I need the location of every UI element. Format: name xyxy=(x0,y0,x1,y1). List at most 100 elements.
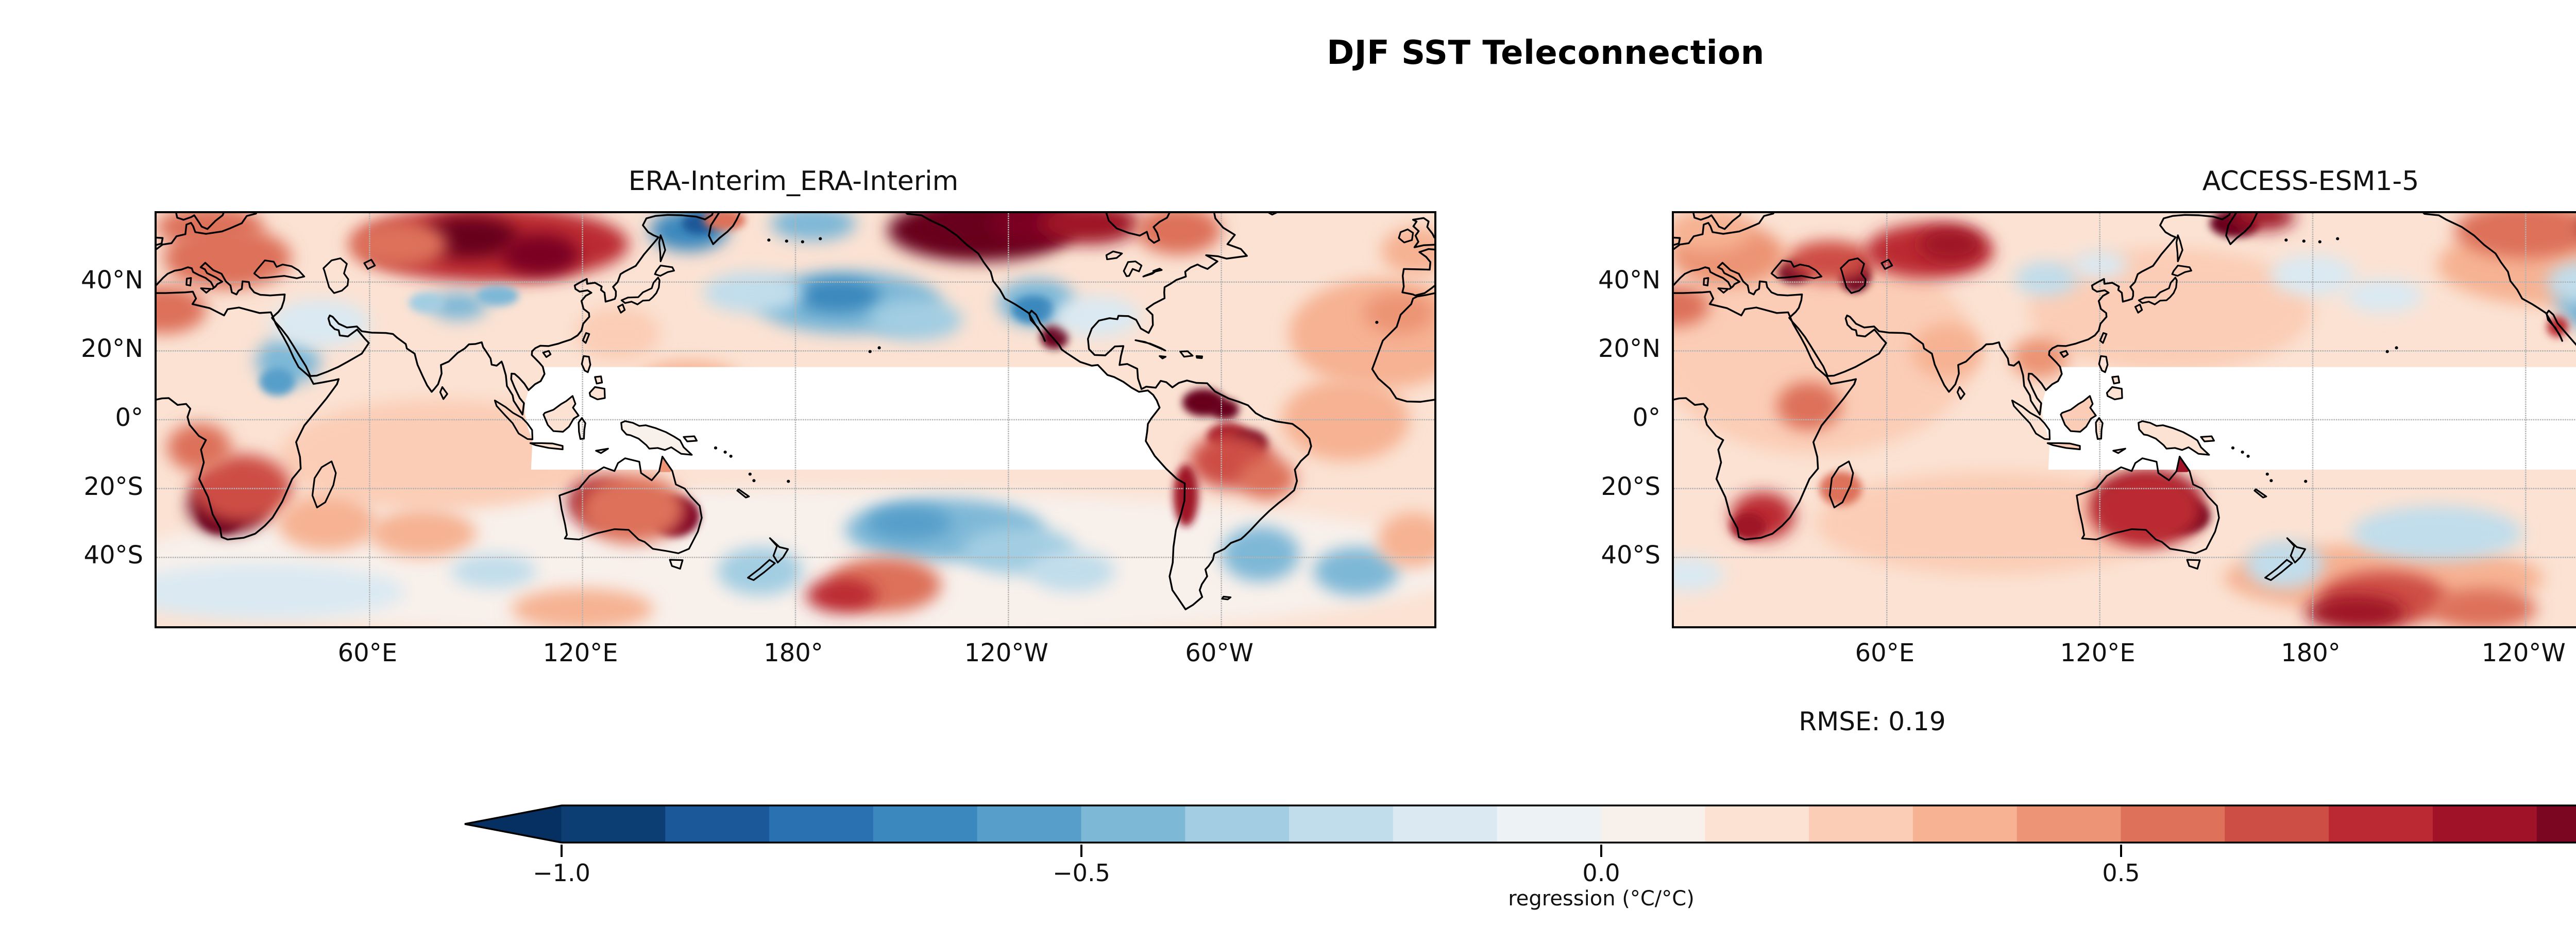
island-dot xyxy=(2246,454,2250,458)
island-dot xyxy=(785,239,788,243)
coastline xyxy=(1372,293,1434,402)
coastline-new_guinea xyxy=(621,421,692,455)
anomaly-blob xyxy=(1012,296,1055,323)
coastline xyxy=(903,213,1311,609)
island-dot xyxy=(877,346,881,350)
coastline-madagascar xyxy=(312,461,335,508)
coastline-aral xyxy=(1882,260,1892,269)
colorbar-segment xyxy=(873,805,978,843)
coastline-newcaledonia xyxy=(2255,489,2266,497)
anomaly-blob xyxy=(476,285,519,306)
colorbar-segment xyxy=(769,805,874,843)
island-dot xyxy=(723,450,727,454)
colorbar-segment xyxy=(1809,805,1913,843)
colorbar-tick xyxy=(2120,845,2122,857)
colorbar-tick xyxy=(1080,845,1082,857)
colorbar-segment xyxy=(1081,805,1186,843)
y-tick-label: 20°N xyxy=(1598,334,1660,364)
coastline xyxy=(157,291,338,539)
colorbar-label: regression (°C/°C) xyxy=(1508,887,1694,911)
island-dot xyxy=(2231,446,2235,450)
coastline-sicily xyxy=(201,288,211,293)
y-tick-label: 0° xyxy=(1632,403,1660,432)
anomaly-blob xyxy=(1381,227,1434,276)
coastline-blacksea xyxy=(1771,261,1821,279)
coastline-visayas xyxy=(2112,376,2120,384)
coastline-visayas xyxy=(595,376,602,384)
x-tick-label: 120°E xyxy=(543,639,618,667)
anomaly-blob xyxy=(1313,547,1399,595)
coastline-taiwan xyxy=(2100,333,2106,343)
anomaly-blob xyxy=(1731,512,1767,540)
anomaly-blob xyxy=(923,213,1009,245)
anomaly-blob xyxy=(369,509,476,558)
anomaly-blob xyxy=(1776,382,1841,431)
coastline-cuba xyxy=(1136,340,1165,351)
anomaly-blob xyxy=(1029,550,1115,592)
coastline xyxy=(1674,213,1775,249)
anomaly-blob xyxy=(1040,213,1140,245)
colorbar-segment xyxy=(2016,805,2122,843)
colorbar-segment xyxy=(1601,805,1706,843)
colorbar-segment xyxy=(665,805,770,843)
colorbar-segment xyxy=(2329,805,2433,843)
coastline-hainan xyxy=(543,351,550,357)
y-tick-label: 40°S xyxy=(83,541,143,570)
anomaly-blob xyxy=(2071,251,2128,279)
map-left-svg xyxy=(157,213,1434,626)
anomaly-blob xyxy=(157,488,1434,626)
anomaly-blob xyxy=(2014,261,2079,296)
coastline-tasmania xyxy=(2187,560,2200,569)
y-tick-label: 0° xyxy=(115,403,143,432)
coastline-hispaniola xyxy=(1180,351,1193,357)
island-dot xyxy=(2302,239,2306,243)
coastline-timor xyxy=(596,449,608,453)
coastline-java xyxy=(2047,443,2080,449)
anomaly-blob xyxy=(1377,512,1434,568)
coastline-timor xyxy=(2113,449,2125,453)
coastline-srilanka xyxy=(440,387,447,399)
anomaly-blob xyxy=(1363,292,1434,334)
coastline-sumatra xyxy=(2012,401,2050,440)
x-tick-label: 180° xyxy=(2281,639,2341,667)
y-tick-label: 40°N xyxy=(81,265,143,295)
island-dot xyxy=(801,240,804,244)
coastline-honshu xyxy=(2139,278,2177,304)
y-tick-label: 20°S xyxy=(83,472,143,501)
coastline-sardinia xyxy=(1704,278,1708,286)
coastline-srilanka xyxy=(1957,387,1964,399)
y-tick-label: 20°S xyxy=(1601,472,1660,501)
anomaly-blob xyxy=(2430,588,2536,626)
island-dot xyxy=(714,446,718,450)
anomaly-blob xyxy=(1173,464,1198,527)
coastline-sakhalin xyxy=(659,235,665,262)
coastline-mindanao xyxy=(589,387,605,400)
x-tick-label: 60°E xyxy=(337,639,398,667)
coastline xyxy=(176,213,225,229)
anomaly-blob xyxy=(409,292,444,313)
coastline-sulawesi xyxy=(579,418,585,439)
anomaly-blob xyxy=(2306,595,2405,626)
island-dot xyxy=(2269,479,2273,483)
y-tick-label: 20°N xyxy=(81,334,143,364)
colorbar-segment xyxy=(2121,805,2226,843)
map-right-svg xyxy=(1674,213,2576,626)
panel-title-left: ERA-Interim_ERA-Interim xyxy=(628,166,959,197)
coastline-kyushu xyxy=(618,304,625,313)
coastline-sumatra xyxy=(495,401,533,440)
equatorial-mask xyxy=(2042,367,2576,470)
colorbar-segment xyxy=(2536,805,2576,843)
coastline-borneo xyxy=(544,396,579,432)
x-tick-label: 120°W xyxy=(964,639,1048,667)
land-patch-borneo xyxy=(543,396,579,432)
coastline-hokkaido xyxy=(655,266,674,276)
colorbar-outline xyxy=(464,804,2576,844)
anomaly-blob xyxy=(157,285,207,334)
island-dot xyxy=(2241,450,2244,454)
island-dot xyxy=(1375,320,1379,324)
coastline-honshu xyxy=(621,278,659,304)
colorbar-tick-label: 0.5 xyxy=(2102,859,2140,887)
anomaly-blob xyxy=(2454,213,2576,258)
coastline-madagascar xyxy=(1829,461,1853,508)
anomaly-blob xyxy=(1211,399,1240,420)
